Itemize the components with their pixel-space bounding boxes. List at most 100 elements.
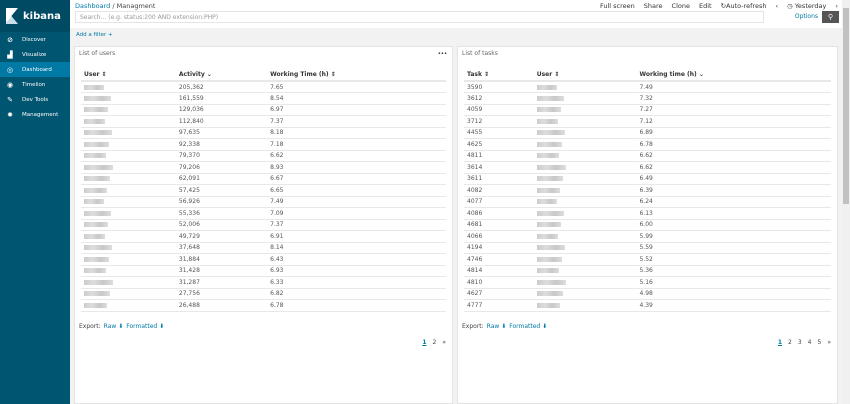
working-time-cell: 5.36 — [636, 265, 831, 277]
data-table: User ⇕ Activity ⌄ Working Time (h) ⇕ 205,36… — [81, 69, 446, 312]
working-time-cell: 6.93 — [267, 265, 446, 277]
panel-menu-icon[interactable]: ··· — [437, 49, 447, 58]
kibana-logo[interactable]: kibana — [0, 0, 70, 32]
user-cell — [533, 150, 637, 162]
export-formatted-link[interactable]: Formatted ⬇ — [509, 323, 548, 330]
scrollbar[interactable] — [842, 0, 850, 404]
redacted-user — [84, 95, 111, 101]
redacted-user — [536, 210, 564, 216]
share-button[interactable]: Share — [643, 2, 663, 10]
working-time-cell: 7.49 — [267, 196, 446, 208]
sidebar-item-timelion[interactable]: ◉ Timelion — [0, 77, 70, 92]
activity-cell: 161,559 — [175, 92, 268, 105]
user-cell — [81, 276, 176, 289]
table-row: 205,362 7.65 — [81, 81, 446, 93]
page-link[interactable]: 2 — [788, 339, 792, 346]
auto-refresh-button[interactable]: ↻Auto-refresh — [721, 2, 767, 10]
column-header[interactable]: Task ⇕ — [464, 69, 534, 82]
edit-button[interactable]: Edit — [699, 2, 712, 10]
activity-cell: 27,756 — [175, 288, 268, 300]
activity-cell: 62,091 — [175, 173, 268, 185]
column-header[interactable]: User ⇕ — [533, 69, 637, 82]
sidebar-item-discover[interactable]: ⊘ Discover — [0, 32, 70, 47]
page-link[interactable]: » — [442, 339, 446, 346]
task-cell: 4746 — [464, 253, 534, 266]
sidebar-item-management[interactable]: ✹ Management — [0, 107, 70, 122]
redacted-user — [536, 84, 557, 90]
user-cell — [533, 276, 637, 289]
page-link[interactable]: 4 — [807, 339, 812, 346]
search-button[interactable]: ⚲ — [822, 11, 839, 23]
sidebar-item-dashboard[interactable]: ◎ Dashboard — [0, 62, 70, 77]
export-formatted-link[interactable]: Formatted ⬇ — [126, 323, 165, 330]
user-cell — [81, 207, 176, 220]
working-time-cell: 8.14 — [267, 242, 446, 254]
user-cell — [533, 92, 637, 105]
page-link[interactable]: 1 — [777, 339, 783, 346]
bar-chart-icon: ▟ — [7, 50, 13, 59]
activity-cell: 79,206 — [175, 161, 268, 174]
working-time-cell: 6.78 — [636, 138, 831, 151]
page-link[interactable]: 1 — [422, 339, 427, 346]
full-screen-button[interactable]: Full screen — [599, 2, 635, 10]
export-links: Export: Raw ⬇ Formatted ⬇ — [79, 323, 164, 330]
working-time-cell: 6.91 — [267, 230, 446, 243]
scrollbar-thumb[interactable] — [843, 8, 849, 204]
table-row: 4681 6.00 — [464, 219, 831, 231]
task-cell: 4625 — [464, 138, 534, 151]
user-cell — [81, 161, 176, 174]
user-cell — [533, 253, 637, 266]
user-cell — [533, 242, 637, 254]
task-cell: 4059 — [464, 104, 534, 116]
working-time-cell: 6.62 — [267, 150, 446, 162]
column-header[interactable]: Activity ⌄ — [175, 69, 268, 82]
export-raw-link[interactable]: Raw ⬇ — [103, 323, 124, 330]
time-prev-icon[interactable]: ‹ — [775, 2, 779, 10]
working-time-cell: 5.52 — [636, 253, 831, 266]
sidebar-item-label: Management — [22, 111, 59, 118]
redacted-user — [536, 268, 559, 274]
column-header[interactable]: User ⇕ — [81, 69, 176, 82]
redacted-user — [84, 141, 109, 147]
redacted-user — [84, 84, 104, 90]
user-cell — [81, 265, 176, 277]
dashboard-icon: ◎ — [6, 65, 14, 74]
filter-bar: Add a filter + — [70, 28, 842, 42]
page-link[interactable]: 5 — [817, 339, 822, 346]
sidebar-item-visualize[interactable]: ▟ Visualize — [0, 47, 70, 62]
task-cell: 4455 — [464, 127, 534, 139]
column-header[interactable]: Working time (h) ⌄ — [636, 69, 831, 82]
sidebar-item-dev-tools[interactable]: ✎ Dev Tools — [0, 92, 70, 107]
redacted-user — [536, 95, 564, 101]
user-cell — [81, 115, 176, 128]
page-link[interactable]: 3 — [797, 339, 802, 346]
table-row: 4077 6.24 — [464, 196, 831, 208]
table-row: 31,884 6.43 — [81, 253, 446, 266]
table-row: 79,370 6.62 — [81, 150, 446, 162]
table-row: 4086 6.13 — [464, 207, 831, 220]
redacted-user — [536, 153, 559, 159]
task-cell: 3611 — [464, 173, 534, 185]
search-input[interactable]: Search... (e.g. status:200 AND extension… — [75, 11, 764, 23]
activity-cell: 31,428 — [175, 265, 268, 277]
clone-button[interactable]: Clone — [671, 2, 690, 10]
refresh-icon: ↻ — [720, 2, 727, 10]
page-link[interactable]: » — [827, 339, 831, 346]
table-row: 4777 4.39 — [464, 299, 831, 312]
add-filter-button[interactable]: Add a filter + — [76, 32, 113, 38]
column-header[interactable]: Working Time (h) ⇕ — [267, 69, 446, 82]
activity-cell: 97,635 — [175, 127, 268, 139]
page-link[interactable]: 2 — [432, 339, 437, 346]
options-button[interactable]: Options — [794, 13, 818, 20]
dashboard-main: List of users ··· User ⇕ Activity ⌄ Working … — [70, 42, 842, 404]
activity-cell: 92,338 — [175, 138, 268, 151]
redacted-user — [84, 302, 107, 308]
time-picker[interactable]: ◷ Yesterday — [787, 2, 826, 10]
user-cell — [533, 104, 637, 116]
time-next-icon[interactable]: › — [835, 2, 838, 10]
user-cell — [533, 265, 637, 277]
working-time-cell: 6.24 — [636, 196, 831, 208]
breadcrumb-dashboard[interactable]: Dashboard — [75, 2, 111, 10]
redacted-user — [84, 256, 109, 262]
export-raw-link[interactable]: Raw ⬇ — [486, 323, 507, 330]
